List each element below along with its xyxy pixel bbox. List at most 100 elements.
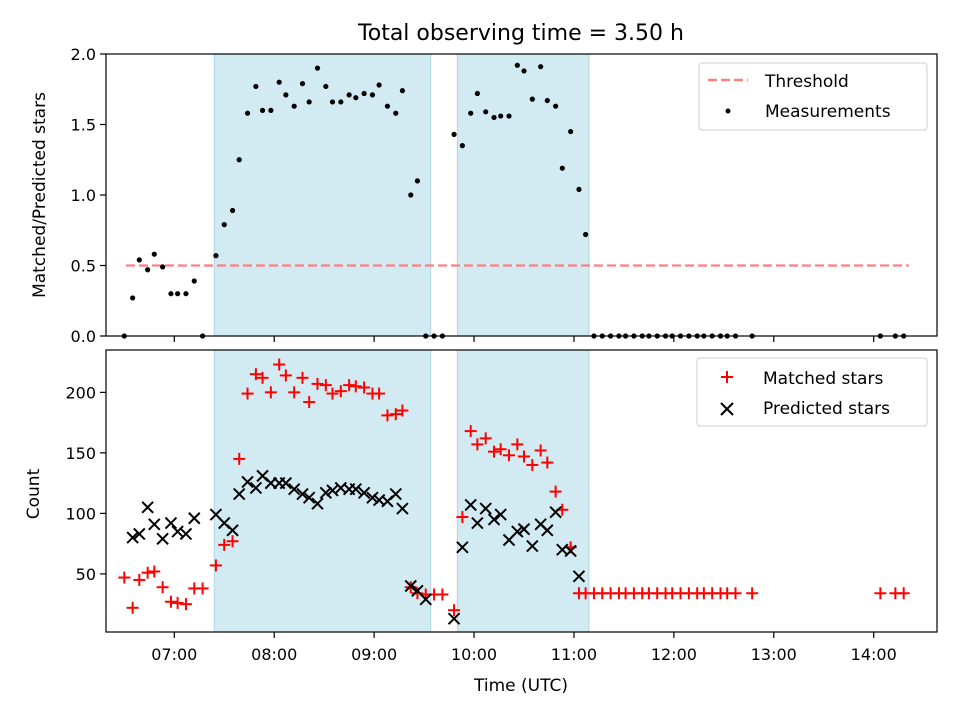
matched-stars-point-6: [164, 595, 177, 608]
measurements-point-28: [346, 92, 352, 98]
predicted-stars-point-50: [549, 505, 562, 519]
measurements-point-25: [323, 83, 329, 90]
measurements-point-54: [553, 103, 559, 109]
predicted-stars-point-6: [171, 525, 184, 538]
predicted-stars-point-46: [517, 522, 531, 536]
measurements-point-27: [338, 99, 344, 105]
measurements-point-14: [236, 157, 242, 163]
top-plot-frame: [105, 53, 938, 337]
matched-stars-point-11: [209, 559, 222, 572]
matched-stars-point-1: [126, 601, 139, 614]
x-tick-label-7: 14:00: [851, 645, 897, 664]
predicted-stars-point-19: [287, 482, 301, 496]
predicted-stars-point-12: [233, 487, 246, 501]
matched-stars-point-41: [448, 604, 461, 617]
measurements-point-12: [221, 222, 227, 228]
measurements-point-50: [521, 68, 527, 74]
bottom-y-tick-label-1: 100: [65, 504, 96, 523]
matched-stars-point-81: [897, 587, 910, 600]
x-tick-label-4: 11:00: [551, 645, 597, 664]
measurements-point-21: [291, 103, 297, 109]
matched-stars-point-43: [464, 425, 477, 438]
measurements-point-47: [498, 113, 504, 119]
measurements-point-16: [253, 83, 259, 90]
predicted-stars-point-38: [456, 541, 469, 554]
matched-stars-point-21: [288, 386, 301, 399]
measurements-point-49: [514, 62, 520, 68]
predicted-stars-point-14: [249, 481, 263, 495]
measurements-point-3: [145, 267, 151, 273]
matched-stars-point-14: [233, 452, 246, 465]
bottom-legend-box: [696, 357, 928, 427]
matched-stars-point-2: [133, 573, 146, 586]
measurements-point-18: [268, 107, 274, 113]
x-tick-label-0: 07:00: [151, 645, 197, 664]
x-tick-label-6: 13:00: [751, 645, 797, 664]
measurements-point-1: [130, 295, 136, 301]
measurements-point-43: [468, 110, 474, 116]
matched-stars-point-7: [171, 596, 184, 609]
predicted-stars-point-4: [156, 532, 169, 546]
measurements-point-30: [361, 90, 367, 97]
measurements-point-41: [451, 131, 457, 137]
matched-stars-point-46: [488, 445, 501, 458]
predicted-stars-point-42: [487, 513, 501, 526]
measurements-point-4: [151, 251, 157, 257]
measurements-point-7: [175, 291, 181, 297]
bottom-observing-window-1: [456, 349, 590, 633]
measurements-point-29: [353, 95, 359, 101]
measurements-point-13: [229, 207, 236, 214]
top-observing-window-0: [213, 53, 432, 337]
measurements-point-8: [183, 291, 189, 297]
matched-stars-point-53: [541, 456, 554, 469]
measurements-point-57: [576, 186, 582, 192]
matched-stars-point-45: [479, 432, 492, 445]
matched-stars-point-77: [729, 587, 742, 600]
bottom-legend: Matched stars Predicted stars: [696, 357, 928, 427]
predicted-stars-point-40: [471, 516, 484, 530]
measurements-point-19: [276, 79, 282, 85]
predicted-stars-point-41: [479, 502, 492, 515]
measurements-point-33: [384, 103, 391, 109]
measurements-point-35: [399, 88, 406, 94]
threshold-legend-label: Threshold: [764, 72, 849, 92]
x-tick-label-3: 10:00: [451, 645, 497, 664]
matched-stars-point-26: [326, 387, 339, 400]
predicted-stars-point-34: [404, 579, 417, 593]
top-legend: Threshold Measurements: [698, 62, 928, 131]
predicted-stars-point-52: [564, 544, 577, 558]
matched-stars-point-47: [494, 443, 507, 456]
matched-stars-point-5: [156, 581, 169, 594]
measurements-point-53: [544, 97, 550, 104]
measurements-point-26: [329, 99, 336, 105]
measurements-point-32: [376, 82, 382, 88]
matched-stars-point-8: [179, 598, 192, 611]
measurements-point-58: [583, 231, 589, 238]
x-tick-label-5: 12:00: [651, 645, 697, 664]
matched-stars-point-20: [279, 369, 292, 382]
predicted-stars-point-5: [164, 516, 178, 530]
predicted-stars-point-37: [447, 612, 461, 625]
predicted-stars-point-33: [396, 502, 409, 515]
bottom-panel: 50 100 150 200 07:00 08:00 09:00 10:00 11:00 12:…: [24, 349, 938, 696]
matched-stars-point-30: [358, 381, 371, 394]
matched-stars-point-19: [273, 358, 286, 371]
predicted-stars-point-39: [464, 498, 477, 512]
top-y-tick-label-0: 0.0: [71, 327, 96, 346]
predicted-stars-point-13: [241, 475, 254, 489]
measurements-point-15: [244, 110, 251, 116]
matched-stars-point-23: [303, 396, 316, 409]
matched-stars-point-34: [389, 408, 402, 421]
matched-stars-point-50: [517, 450, 530, 463]
measurements-legend-label: Measurements: [765, 102, 891, 122]
matched-stars-point-49: [511, 438, 524, 451]
predicted-stars-point-29: [366, 491, 379, 504]
matched-stars-point-4: [148, 565, 161, 578]
measurements-point-23: [306, 99, 312, 105]
matched-stars-point-37: [411, 587, 424, 600]
bottom-y-tick-label-3: 200: [65, 383, 96, 402]
matched-stars-point-13: [226, 535, 239, 548]
x-axis-label: Time (UTC): [473, 676, 568, 696]
matched-stars-point-24: [311, 377, 324, 390]
